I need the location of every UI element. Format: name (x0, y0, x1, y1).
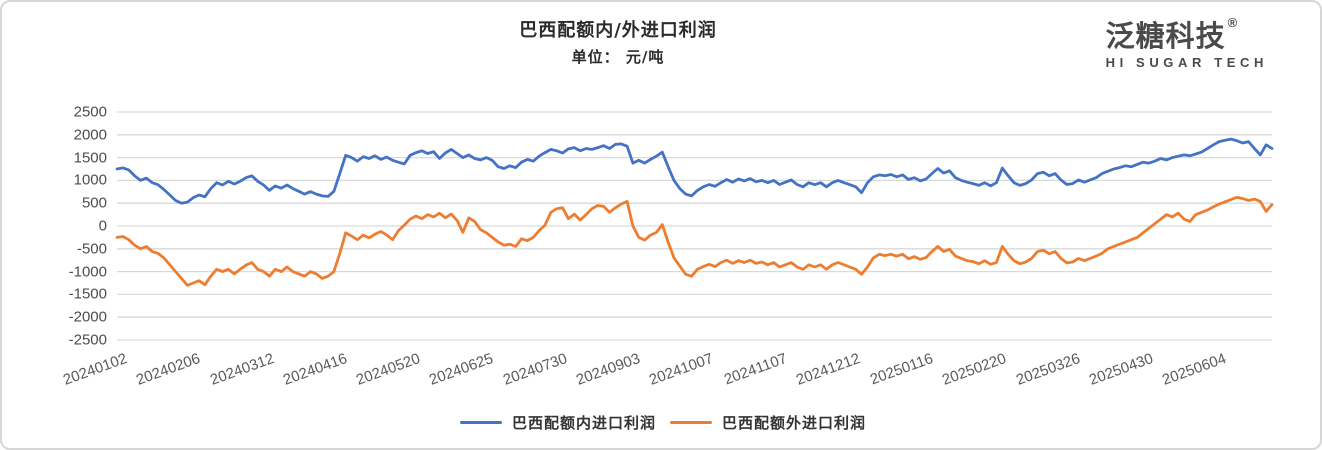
brand-logo: 泛糖科技 ® HI SUGAR TECH (1105, 15, 1268, 71)
legend-line-swatch (670, 421, 712, 424)
brand-logo-text: 泛糖科技 ® (1105, 15, 1239, 53)
series-line (115, 195, 1274, 287)
chart-legend: 巴西配额内进口利润 巴西配额外进口利润 (2, 412, 1320, 433)
y-tick-label: 2500 (73, 103, 107, 121)
y-tick-label: 2000 (73, 126, 107, 144)
chart-unit-subtitle: 单位： 元/吨 (571, 48, 665, 66)
y-tick-label: -500 (76, 240, 107, 258)
registered-trademark-icon: ® (1227, 15, 1239, 31)
legend-label: 巴西配额外进口利润 (722, 414, 867, 432)
legend-line-swatch (459, 421, 502, 424)
y-tick-label: -2000 (68, 308, 107, 326)
y-tick-label: 1000 (73, 171, 107, 189)
chart-title: 巴西配额内/外进口利润 (519, 20, 717, 41)
y-tick-label: -1000 (68, 263, 107, 281)
legend-item: 巴西配额内进口利润 (459, 412, 656, 433)
y-tick-label: 500 (81, 194, 107, 212)
series-line (115, 137, 1274, 205)
y-tick-label: -1500 (68, 285, 107, 303)
legend-item: 巴西配额外进口利润 (670, 412, 866, 433)
brand-logo-tagline: HI SUGAR TECH (1105, 55, 1268, 71)
y-tick-label: 0 (98, 217, 107, 235)
legend-label: 巴西配额内进口利润 (511, 414, 656, 432)
y-tick-label: -2500 (68, 331, 107, 349)
y-tick-label: 1500 (73, 149, 107, 167)
